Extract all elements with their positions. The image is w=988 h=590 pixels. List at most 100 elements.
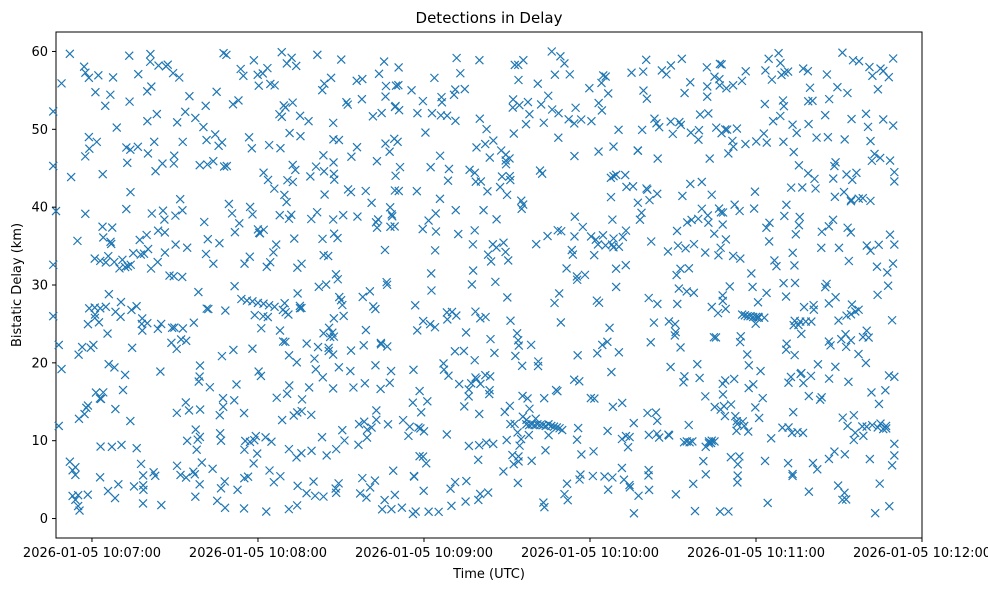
detection-point (484, 389, 494, 399)
detection-point (496, 146, 506, 155)
detection-point (795, 212, 805, 222)
detection-point (753, 297, 763, 307)
detection-point (701, 442, 711, 452)
detection-point (840, 488, 849, 498)
detection-point (391, 171, 400, 181)
detection-point (201, 249, 211, 259)
detection-point (849, 410, 859, 420)
detection-point (570, 151, 579, 161)
detection-point (460, 84, 470, 94)
detection-point (252, 449, 262, 458)
detection-point (346, 346, 356, 355)
chart-title: Detections in Delay (416, 9, 563, 27)
detection-point (410, 300, 420, 310)
detection-point (715, 59, 725, 69)
detection-point (736, 331, 746, 341)
detection-point (732, 477, 742, 487)
detection-point (83, 319, 93, 329)
detection-point (324, 346, 334, 356)
detection-point (103, 329, 112, 338)
detection-point (670, 331, 680, 340)
y-tick-label: 0 (40, 512, 48, 527)
detection-point (418, 452, 428, 462)
detection-point (123, 261, 133, 271)
detection-point (503, 256, 513, 265)
detection-point (748, 379, 758, 389)
detection-point (474, 55, 484, 65)
detection-point (606, 173, 616, 183)
detection-point (329, 313, 339, 323)
detection-point (533, 79, 543, 89)
detection-point (203, 304, 213, 314)
detection-point (702, 81, 712, 91)
detection-point (328, 215, 338, 224)
detection-point (232, 380, 241, 389)
detection-point (505, 401, 515, 411)
detection-point (609, 171, 618, 181)
detection-point (547, 47, 557, 56)
detection-point (439, 365, 449, 375)
detection-point (844, 256, 854, 266)
detection-point (510, 351, 520, 361)
detection-point (507, 450, 517, 460)
detection-point (385, 202, 395, 212)
detection-point (121, 204, 131, 214)
detection-point (544, 430, 554, 440)
detection-point (329, 332, 339, 342)
detection-point (621, 226, 631, 236)
detection-point (461, 328, 471, 337)
detection-point (197, 458, 207, 467)
detection-point (65, 457, 75, 467)
detection-point (208, 156, 218, 166)
detection-point (839, 187, 849, 197)
detection-point (668, 129, 678, 139)
detection-point (253, 70, 263, 80)
detection-point (473, 495, 483, 505)
detection-point (840, 134, 850, 144)
detection-point (797, 182, 807, 192)
detection-point (359, 417, 369, 427)
detection-point (799, 302, 809, 312)
detection-point (867, 156, 877, 166)
detection-point (743, 427, 753, 436)
detection-point (518, 55, 528, 65)
detection-point (353, 212, 362, 221)
detection-point (154, 61, 163, 70)
detection-point (289, 234, 299, 243)
detection-point (756, 366, 765, 376)
detection-point (386, 504, 396, 514)
detection-point (846, 309, 856, 319)
detection-point (502, 293, 512, 302)
detection-point (635, 215, 645, 225)
detection-point (732, 426, 741, 436)
detection-point (788, 469, 797, 479)
detection-point (92, 137, 102, 147)
detection-point (780, 68, 789, 77)
detection-point (568, 250, 578, 260)
detection-point (706, 438, 716, 448)
detection-point (794, 220, 804, 230)
detection-point (686, 128, 696, 138)
detection-point (644, 430, 654, 440)
detection-point (694, 125, 704, 135)
detection-point (107, 442, 117, 452)
detection-point (125, 145, 135, 155)
detection-point (633, 146, 643, 156)
detection-point (128, 248, 138, 258)
detection-point (764, 237, 774, 246)
detection-point (221, 50, 231, 60)
detection-point (106, 239, 116, 249)
detection-point (471, 307, 480, 317)
detection-point (685, 437, 695, 447)
detection-point (334, 135, 344, 145)
detection-point (837, 48, 847, 58)
detection-point (794, 160, 804, 170)
detection-point (562, 264, 571, 273)
detection-point (227, 208, 237, 218)
detection-point (889, 177, 899, 186)
detection-point (488, 439, 498, 449)
detection-point (883, 281, 893, 291)
detection-point (541, 445, 550, 455)
detection-point (275, 326, 285, 335)
detection-point (374, 69, 384, 79)
